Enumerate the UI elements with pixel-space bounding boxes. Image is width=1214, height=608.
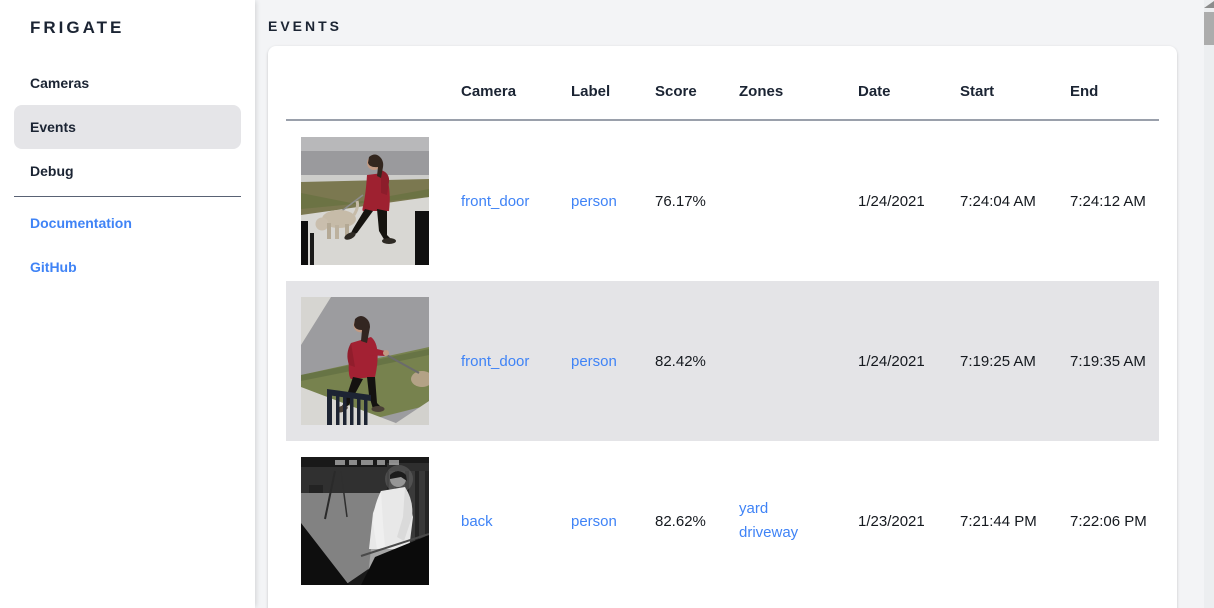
main-content: EVENTS Camera Label Score Zones Date Sta… — [255, 0, 1204, 608]
camera-link[interactable]: back — [461, 512, 493, 530]
date-text: 1/24/2021 — [858, 352, 925, 370]
sidebar: FRIGATE Cameras Events Debug Documentati… — [0, 0, 255, 608]
table-row[interactable]: front_door person 76.17% 1/24/2021 7:24:… — [286, 121, 1159, 281]
sidebar-link-label: GitHub — [30, 259, 77, 275]
header-start: Start — [960, 83, 995, 100]
sidebar-item-label: Cameras — [30, 75, 90, 91]
score-text: 76.17% — [655, 192, 706, 210]
scroll-up-arrow-icon — [1204, 1, 1214, 8]
start-text: 7:21:44 PM — [960, 512, 1037, 530]
header-label: Label — [571, 83, 611, 100]
date-text: 1/24/2021 — [858, 192, 925, 210]
window-scrollbar[interactable] — [1204, 0, 1214, 608]
sidebar-nav: Cameras Events Debug Documentation GitHu… — [0, 61, 255, 289]
events-card: Camera Label Score Zones Date Start End — [268, 46, 1177, 608]
score-text: 82.62% — [655, 512, 706, 530]
scrollbar-thumb[interactable] — [1204, 12, 1214, 45]
camera-link[interactable]: front_door — [461, 352, 530, 370]
header-date: Date — [858, 83, 891, 100]
sidebar-link-label: Documentation — [30, 215, 132, 231]
zones-cell: yard driveway — [739, 497, 858, 545]
header-camera: Camera — [461, 83, 517, 100]
sidebar-divider — [14, 196, 241, 197]
event-thumbnail[interactable] — [301, 457, 429, 585]
start-text: 7:19:25 AM — [960, 352, 1036, 370]
table-row[interactable]: front_door person 82.42% 1/24/2021 7:19:… — [286, 281, 1159, 441]
app-logo: FRIGATE — [30, 18, 125, 37]
end-text: 7:24:12 AM — [1070, 192, 1146, 210]
label-link[interactable]: person — [571, 192, 617, 210]
start-text: 7:24:04 AM — [960, 192, 1036, 210]
thumbnail-cell — [286, 457, 461, 585]
label-link[interactable]: person — [571, 352, 617, 370]
header-zones: Zones — [739, 83, 784, 100]
sidebar-item-debug[interactable]: Debug — [14, 149, 241, 193]
end-text: 7:19:35 AM — [1070, 352, 1146, 370]
sidebar-link-github[interactable]: GitHub — [14, 245, 241, 289]
score-text: 82.42% — [655, 352, 706, 370]
sidebar-item-cameras[interactable]: Cameras — [14, 61, 241, 105]
thumbnail-cell — [286, 137, 461, 265]
sidebar-item-events[interactable]: Events — [14, 105, 241, 149]
event-thumbnail[interactable] — [301, 297, 429, 425]
sidebar-item-label: Debug — [30, 163, 74, 179]
header-end: End — [1070, 83, 1099, 100]
header-score: Score — [655, 83, 697, 100]
camera-link[interactable]: front_door — [461, 192, 530, 210]
zone-link[interactable]: yard — [739, 500, 769, 517]
event-thumbnail[interactable] — [301, 137, 429, 265]
events-table: Camera Label Score Zones Date Start End — [286, 46, 1159, 601]
page-title: EVENTS — [268, 18, 343, 34]
end-text: 7:22:06 PM — [1070, 512, 1147, 530]
date-text: 1/23/2021 — [858, 512, 925, 530]
table-row[interactable]: back person 82.62% yard driveway 1/23/20… — [286, 441, 1159, 601]
sidebar-link-documentation[interactable]: Documentation — [14, 201, 241, 245]
zone-link[interactable]: driveway — [739, 524, 799, 541]
label-link[interactable]: person — [571, 512, 617, 530]
table-header-row: Camera Label Score Zones Date Start End — [286, 46, 1159, 121]
sidebar-item-label: Events — [30, 119, 76, 135]
thumbnail-cell — [286, 297, 461, 425]
